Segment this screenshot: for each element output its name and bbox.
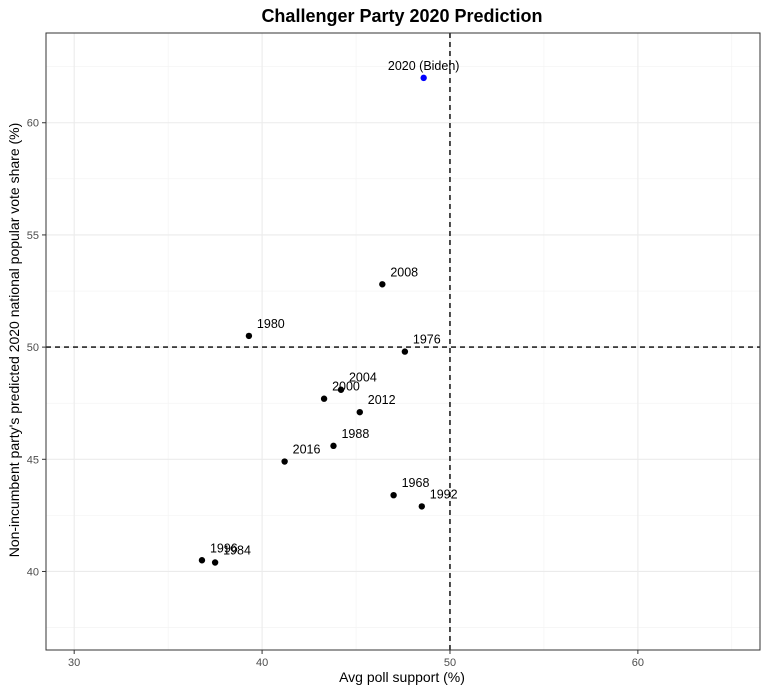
point-label: 1980 xyxy=(257,317,285,331)
data-point xyxy=(245,332,253,340)
data-point xyxy=(281,458,288,465)
point-label: 1988 xyxy=(341,427,369,441)
point-label: 2004 xyxy=(349,371,377,385)
data-point xyxy=(379,281,386,288)
data-point xyxy=(320,395,328,402)
point-label: 1996 xyxy=(210,541,238,555)
plot-border xyxy=(45,32,761,651)
data-point xyxy=(337,386,345,393)
point-label: 2016 xyxy=(293,443,321,457)
point-label: 2020 (Biden) xyxy=(388,59,460,73)
data-point xyxy=(356,408,363,416)
y-axis-ticks: 40 45 50 55 60 xyxy=(27,118,46,578)
data-point xyxy=(418,503,425,510)
x-tick-label: 30 xyxy=(68,657,80,669)
point-label: 1976 xyxy=(413,333,441,347)
point-label: 2000 xyxy=(332,380,360,394)
y-axis-title: Non-incumbent party's predicted 2020 nat… xyxy=(6,123,22,558)
y-tick-label: 60 xyxy=(27,118,39,130)
chart-title: Challenger Party 2020 Prediction xyxy=(261,6,542,26)
plot-panel xyxy=(46,33,760,650)
data-point xyxy=(390,491,397,499)
data-point xyxy=(198,557,206,564)
point-label: 1968 xyxy=(402,476,430,490)
x-axis-ticks: 30 40 50 60 xyxy=(68,650,644,669)
data-points xyxy=(198,74,427,566)
data-point xyxy=(211,559,219,566)
y-tick-label: 50 xyxy=(27,342,39,354)
point-label: 1992 xyxy=(430,487,458,501)
minor-gridlines xyxy=(46,33,760,650)
x-tick-label: 50 xyxy=(444,657,456,669)
data-point xyxy=(330,442,337,450)
point-label: 1984 xyxy=(223,543,251,557)
point-label: 2012 xyxy=(368,393,396,407)
y-tick-label: 55 xyxy=(27,230,39,242)
data-point xyxy=(401,348,409,355)
point-label: 2008 xyxy=(390,265,418,279)
y-tick-label: 45 xyxy=(27,454,39,466)
major-gridlines xyxy=(46,33,760,650)
y-tick-label: 40 xyxy=(27,566,39,578)
data-point xyxy=(420,74,427,82)
x-tick-label: 40 xyxy=(256,657,268,669)
x-tick-label: 60 xyxy=(632,657,644,669)
x-axis-title: Avg poll support (%) xyxy=(339,669,465,685)
reference-lines xyxy=(46,33,760,650)
